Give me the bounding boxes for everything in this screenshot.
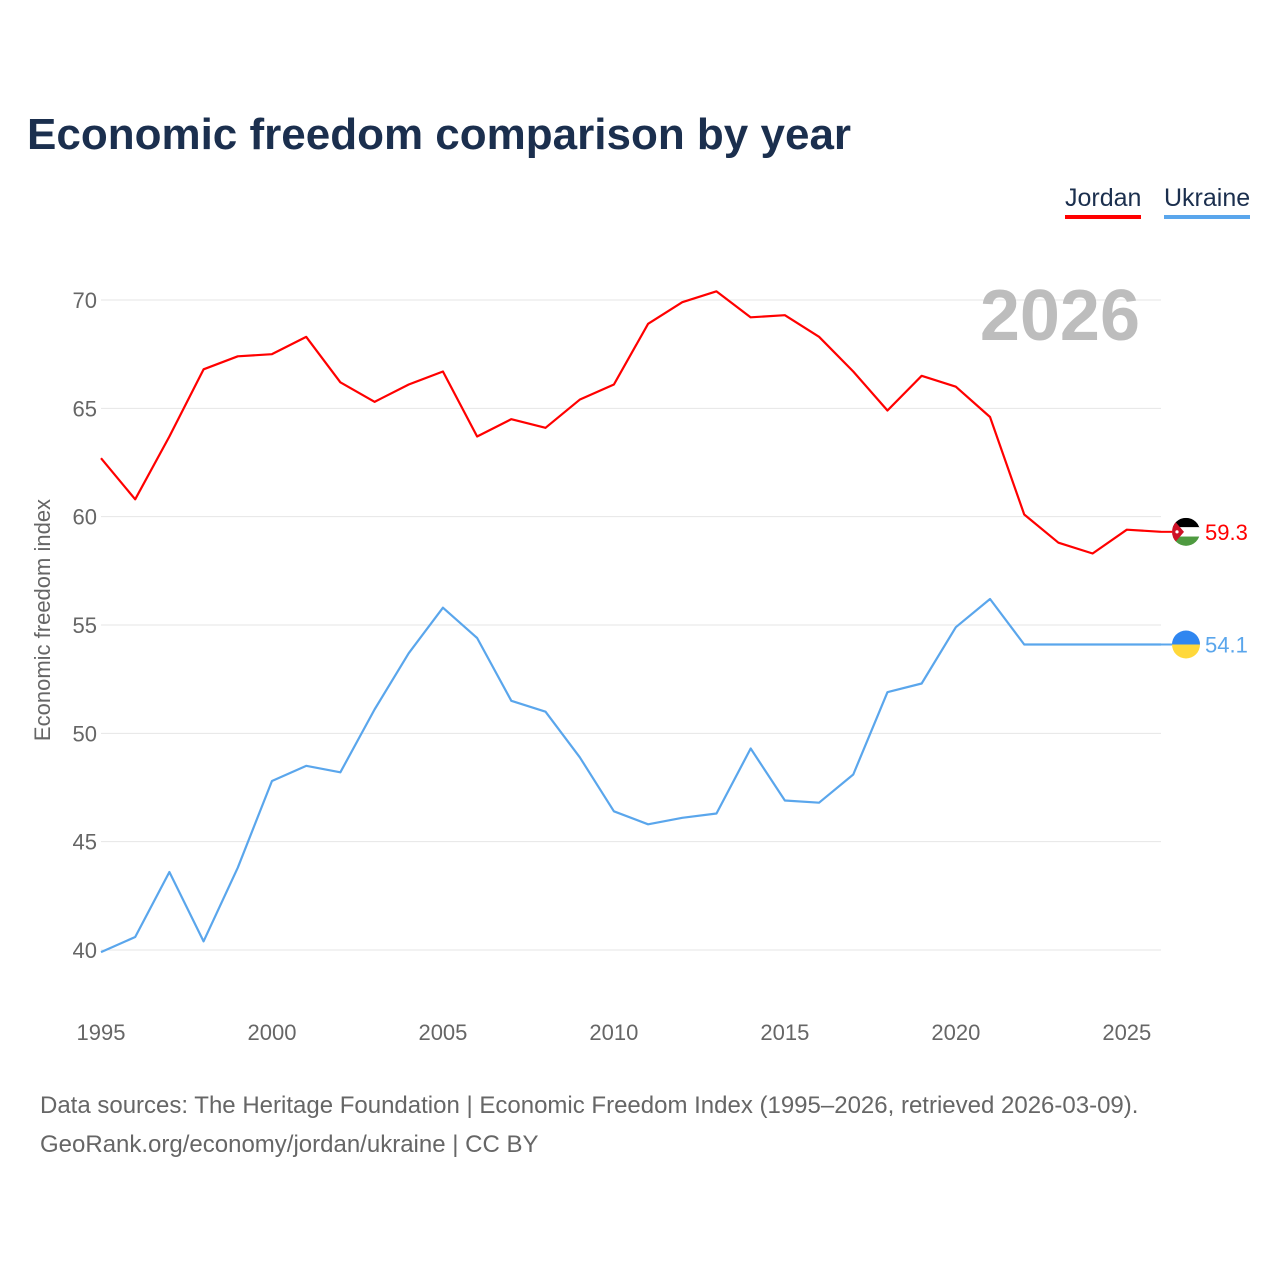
y-axis-label: Economic freedom index xyxy=(30,499,55,741)
end-value-label-jordan: 59.3 xyxy=(1205,520,1248,545)
x-tick-label: 2000 xyxy=(247,1020,296,1045)
y-tick-label: 50 xyxy=(73,721,97,746)
series-line-jordan xyxy=(100,290,1162,555)
legend-ukraine[interactable]: Ukraine xyxy=(1164,184,1251,219)
x-tick-label: 2020 xyxy=(931,1020,980,1045)
footer-sources: Data sources: The Heritage Foundation | … xyxy=(40,1092,1139,1119)
y-tick-label: 60 xyxy=(73,505,97,530)
jordan-flag-icon xyxy=(1172,517,1200,546)
line-chart: 40 45 50 55 60 65 70 1995 2000 2005 2010 2015 2020 20… xyxy=(30,276,1248,1045)
y-tick-label: 70 xyxy=(73,288,97,313)
y-tick-label: 55 xyxy=(73,613,97,638)
series-line-ukraine xyxy=(100,597,1161,954)
year-watermark: 2026 xyxy=(980,276,1140,356)
y-tick-label: 40 xyxy=(73,938,97,963)
footer: Data sources: The Heritage Foundation | … xyxy=(40,1086,1138,1164)
end-value-label-ukraine: 54.1 xyxy=(1205,633,1248,658)
y-tick-label: 65 xyxy=(73,396,97,421)
ukraine-flag-icon xyxy=(1172,630,1200,659)
x-tick-label: 2015 xyxy=(760,1020,809,1045)
x-tick-label: 2010 xyxy=(589,1020,638,1045)
chart-title: Economic freedom comparison by year xyxy=(27,110,852,159)
x-tick-label: 2025 xyxy=(1102,1020,1151,1045)
x-tick-label: 2005 xyxy=(418,1020,467,1045)
legend-jordan[interactable]: Jordan xyxy=(1065,184,1142,219)
y-tick-label: 45 xyxy=(73,830,97,855)
x-tick-label: 1995 xyxy=(77,1020,126,1045)
footer-credit[interactable]: GeoRank.org/economy/jordan/ukraine | CC … xyxy=(40,1131,539,1158)
